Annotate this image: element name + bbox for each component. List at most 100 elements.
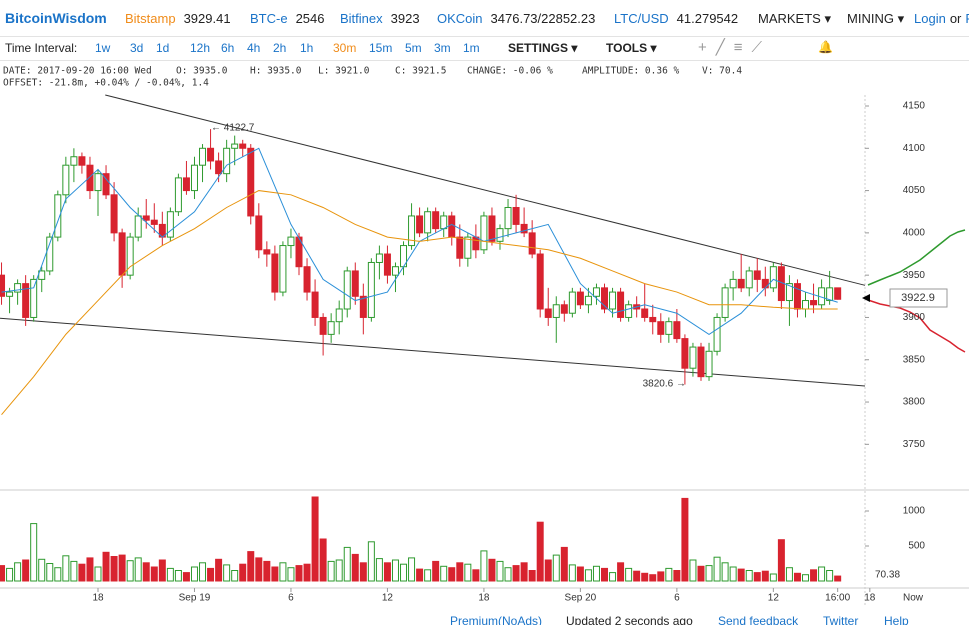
volume-bar (118, 554, 126, 582)
candle-body (190, 164, 198, 192)
volume-bar (231, 570, 239, 582)
candle-body (255, 215, 263, 251)
info-field: L: 3921.0 (318, 66, 370, 77)
candle-body (118, 232, 126, 276)
candle-body (383, 253, 391, 276)
volume-bar (343, 546, 351, 582)
candle-body (94, 173, 102, 192)
market-name[interactable]: LTC/USD (614, 11, 669, 26)
candle-body (239, 143, 247, 149)
register[interactable]: R (965, 11, 969, 26)
interval[interactable]: 1d (156, 41, 170, 55)
volume-bar (416, 568, 424, 582)
candle-body (424, 211, 432, 234)
x-tick-label: 12 (382, 593, 394, 604)
volume-bar (592, 565, 600, 582)
trendline (0, 317, 866, 387)
market-name[interactable]: BTC-e (250, 11, 288, 26)
alert-icon[interactable]: 🔔 (818, 40, 833, 54)
interval[interactable]: 5m (405, 41, 422, 55)
market[interactable]: Bitfinex 3923 (340, 11, 420, 26)
login[interactable]: Login (914, 11, 946, 26)
interval[interactable]: 3m (434, 41, 451, 55)
info-field: AMPLITUDE: 0.36 % (582, 66, 680, 77)
volume-bar (729, 566, 737, 582)
volume-bar (785, 567, 793, 582)
volume-bar (158, 559, 166, 582)
volume-bar (367, 541, 375, 582)
volume-bar (769, 573, 777, 582)
volume-bar (657, 571, 665, 582)
candle-body (673, 321, 681, 340)
candle-body (199, 147, 207, 166)
volume-bar (633, 570, 641, 582)
interval[interactable]: 4h (247, 41, 261, 55)
candle-body (440, 215, 448, 230)
candle-body (311, 291, 319, 318)
volume-bar (504, 567, 512, 582)
candle-body (472, 236, 480, 251)
volume-bar (166, 567, 174, 582)
market-name[interactable]: OKCoin (437, 11, 483, 26)
volume-bar (424, 569, 432, 582)
candle-body (810, 300, 818, 306)
settings-menu[interactable]: SETTINGS ▾ (508, 41, 578, 55)
market[interactable]: OKCoin 3476.73/22852.23 (437, 11, 595, 26)
candle-body (271, 253, 279, 293)
footer-link[interactable]: Help (884, 614, 909, 625)
interval[interactable]: 6h (221, 41, 235, 55)
candle-body (30, 278, 38, 318)
volume-bar (793, 572, 801, 582)
candle-body (488, 215, 496, 242)
volume-bar (295, 565, 303, 582)
y-tick-label: 4000 (903, 228, 926, 239)
drawing-tools[interactable]: +╱≡⟋ (698, 39, 772, 56)
menu[interactable]: MARKETS ▾ (758, 11, 831, 26)
volume-bar (713, 556, 721, 582)
volume-bar (239, 563, 247, 582)
tools-label[interactable]: TOOLS (606, 41, 648, 55)
candle-body (584, 295, 592, 306)
candle-body (552, 304, 560, 318)
menu[interactable]: MINING ▾ (847, 11, 905, 26)
volume-bar (6, 567, 14, 582)
toolbar: Time Interval: SETTINGS ▾ TOOLS ▾ +╱≡⟋ 🔔… (0, 37, 969, 61)
logo[interactable]: BitcoinWisdom (5, 10, 107, 26)
footer-link[interactable]: Twitter (823, 614, 859, 625)
candle-body (617, 291, 625, 318)
menu-label[interactable]: MINING (847, 11, 894, 26)
candle-body (448, 215, 456, 238)
interval[interactable]: 1h (300, 41, 314, 55)
volume-bar (649, 574, 657, 582)
interval[interactable]: 3d (130, 41, 144, 55)
candle-body (737, 278, 745, 289)
footer-link[interactable]: Send feedback (718, 614, 799, 625)
candle-body (287, 236, 295, 247)
settings-label[interactable]: SETTINGS (508, 41, 569, 55)
interval[interactable]: 1w (95, 41, 111, 55)
interval[interactable]: 15m (369, 41, 393, 55)
candle-body (335, 308, 343, 323)
volume-bar (14, 562, 22, 582)
candle-body (327, 321, 335, 335)
candle-body (150, 219, 158, 225)
candle-body (504, 206, 512, 230)
footer-link[interactable]: Premium(NoAds) (450, 614, 543, 625)
market[interactable]: BTC-e 2546 (250, 11, 324, 26)
market[interactable]: LTC/USD 41.279542 (614, 11, 738, 26)
interval[interactable]: 12h (190, 41, 211, 55)
interval[interactable]: 1m (463, 41, 480, 55)
interval[interactable]: 30m (333, 41, 357, 55)
market-name[interactable]: Bitstamp (125, 11, 176, 26)
candle-body (697, 346, 705, 378)
candle-body (391, 266, 399, 276)
menu-label[interactable]: MARKETS (758, 11, 821, 26)
interval[interactable]: 2h (273, 41, 287, 55)
now-label: Now (903, 593, 924, 604)
market-name[interactable]: Bitfinex (340, 11, 383, 26)
market[interactable]: Bitstamp 3929.41 (125, 11, 231, 26)
volume-bar (440, 565, 448, 582)
tools-menu[interactable]: TOOLS ▾ (606, 41, 657, 55)
candle-body (464, 236, 472, 259)
